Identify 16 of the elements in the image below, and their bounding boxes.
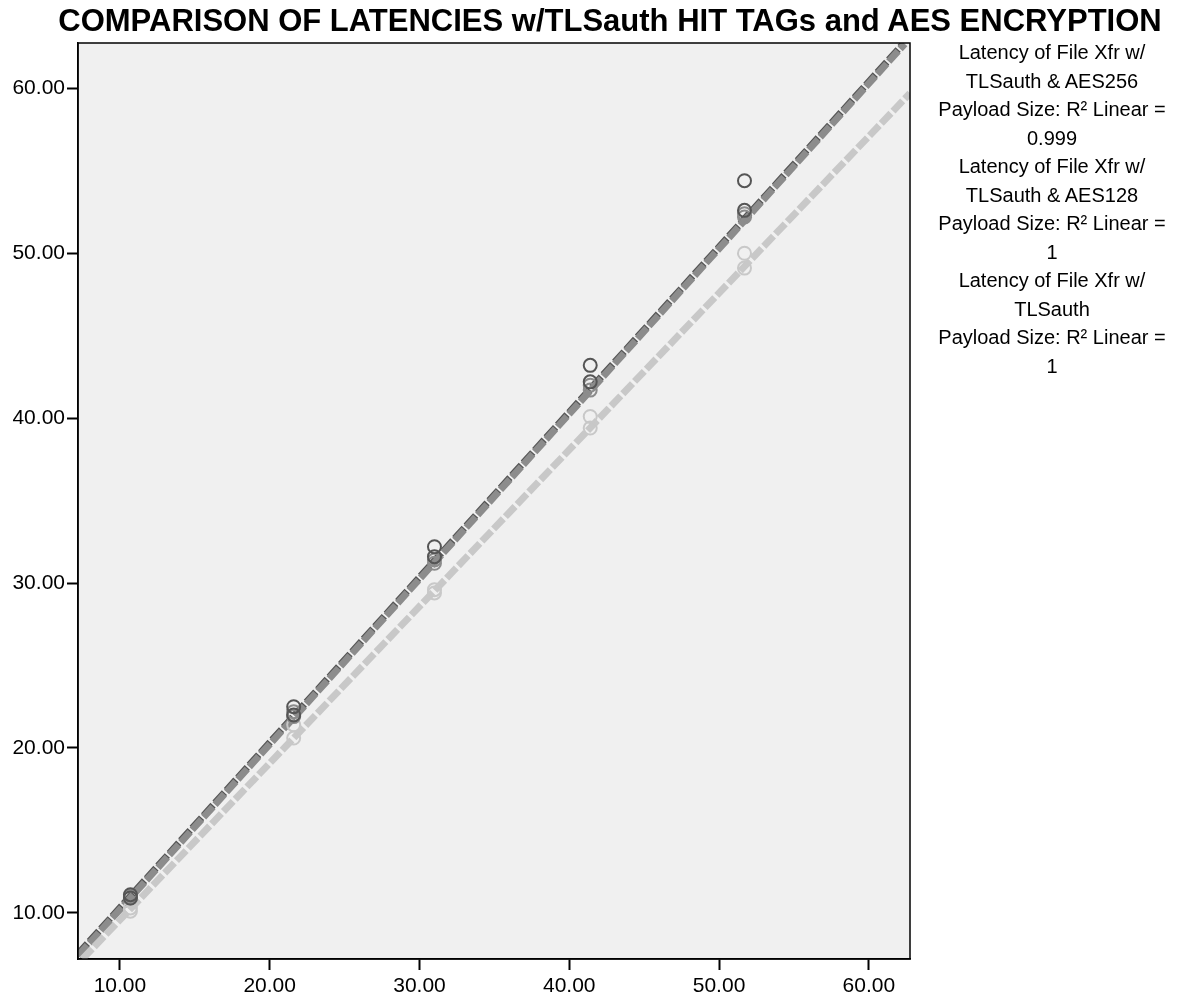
text: Latency of File Xfr w/ TLSauth Payload Size: R² Linear = 1 [937, 268, 1167, 379]
x-tick-label: 20.00 [243, 973, 296, 997]
x-tick-label: 30.00 [393, 973, 446, 997]
y-tick-label: 10.00 [12, 899, 65, 923]
text: Latency of File Xfr w/ TLSauth & AES256 Payload Size: R² Linear = 0.999 [937, 40, 1167, 151]
y-tick-label: 20.00 [12, 734, 65, 758]
y-tick-label: 50.00 [12, 240, 65, 264]
x-tick-label: 40.00 [542, 973, 596, 997]
x-tick-label: 10.00 [93, 973, 147, 997]
x-tick-label: 60.00 [842, 973, 896, 997]
x-tick-label: 50.00 [692, 973, 746, 997]
chart-title: COMPARISON OF LATENCIES w/TLSauth HIT TAGs and AES ENCRYPTION [58, 3, 1162, 38]
y-tick-label: 60.00 [12, 75, 65, 99]
y-tick-label: 30.00 [12, 569, 65, 593]
text: Latency of File Xfr w/ TLSauth & AES128 Payload Size: R² Linear = 1 [937, 154, 1167, 265]
y-tick-label: 40.00 [12, 404, 65, 428]
